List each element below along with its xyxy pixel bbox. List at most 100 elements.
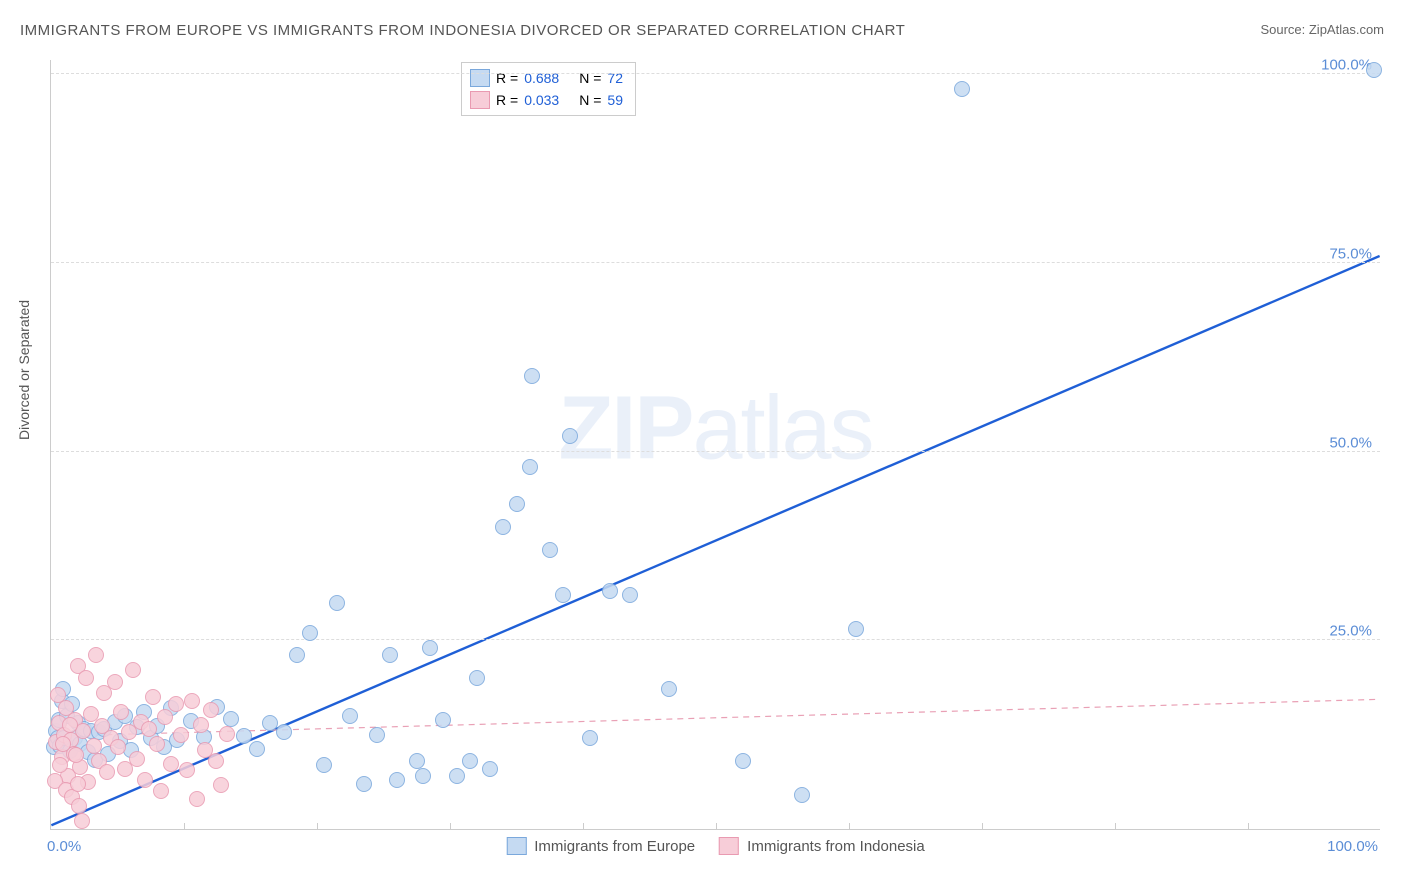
data-point (125, 662, 141, 678)
data-point (555, 587, 571, 603)
r-label: R = (496, 67, 518, 89)
x-tick (1248, 823, 1249, 829)
gridline (51, 262, 1380, 263)
data-point (422, 640, 438, 656)
data-point (203, 702, 219, 718)
data-point (622, 587, 638, 603)
data-point (68, 747, 84, 763)
data-point (482, 761, 498, 777)
data-point (99, 764, 115, 780)
data-point (149, 736, 165, 752)
data-point (1366, 62, 1382, 78)
x-tick (317, 823, 318, 829)
data-point (168, 696, 184, 712)
data-point (219, 726, 235, 742)
data-point (193, 717, 209, 733)
legend-item-europe: Immigrants from Europe (506, 837, 695, 855)
data-point (582, 730, 598, 746)
data-point (141, 721, 157, 737)
data-point (50, 687, 66, 703)
data-point (153, 783, 169, 799)
data-point (954, 81, 970, 97)
watermark-atlas: atlas (692, 379, 872, 479)
y-tick-label: 25.0% (1329, 623, 1372, 640)
data-point (110, 739, 126, 755)
legend-row-europe: R = 0.688 N = 72 (470, 67, 623, 89)
swatch-europe-icon (470, 69, 490, 87)
x-tick (184, 823, 185, 829)
data-point (495, 519, 511, 535)
r-value-europe: 0.688 (524, 67, 559, 89)
data-point (74, 813, 90, 829)
data-point (249, 741, 265, 757)
legend-stats: R = 0.688 N = 72 R = 0.033 N = 59 (461, 62, 636, 116)
watermark: ZIPatlas (558, 378, 872, 481)
n-label: N = (579, 67, 601, 89)
data-point (208, 753, 224, 769)
legend-series: Immigrants from Europe Immigrants from I… (506, 837, 924, 855)
chart-title: IMMIGRANTS FROM EUROPE VS IMMIGRANTS FRO… (20, 22, 905, 39)
y-tick-label: 75.0% (1329, 245, 1372, 262)
data-point (369, 727, 385, 743)
data-point (289, 647, 305, 663)
data-point (382, 647, 398, 663)
series-label-indonesia: Immigrants from Indonesia (747, 838, 925, 855)
data-point (449, 768, 465, 784)
data-point (794, 787, 810, 803)
data-point (462, 753, 478, 769)
data-point (52, 757, 68, 773)
plot-area: ZIPatlas R = 0.688 N = 72 R = 0.033 N = … (50, 60, 1380, 830)
data-point (107, 674, 123, 690)
data-point (62, 717, 78, 733)
data-point (302, 625, 318, 641)
legend-item-indonesia: Immigrants from Indonesia (719, 837, 925, 855)
data-point (78, 670, 94, 686)
data-point (509, 496, 525, 512)
source-attribution: Source: ZipAtlas.com (1260, 22, 1384, 37)
swatch-europe-icon (506, 837, 526, 855)
data-point (236, 728, 252, 744)
data-point (329, 595, 345, 611)
data-point (524, 368, 540, 384)
data-point (173, 727, 189, 743)
data-point (356, 776, 372, 792)
data-point (88, 647, 104, 663)
series-label-europe: Immigrants from Europe (534, 838, 695, 855)
data-point (86, 738, 102, 754)
data-point (409, 753, 425, 769)
data-point (71, 798, 87, 814)
swatch-indonesia-icon (719, 837, 739, 855)
data-point (389, 772, 405, 788)
n-value-indonesia: 59 (607, 89, 623, 111)
x-tick (583, 823, 584, 829)
gridline (51, 73, 1380, 74)
data-point (223, 711, 239, 727)
data-point (848, 621, 864, 637)
r-value-indonesia: 0.033 (524, 89, 559, 111)
n-label: N = (579, 89, 601, 111)
data-point (70, 776, 86, 792)
data-point (184, 693, 200, 709)
y-tick-label: 50.0% (1329, 434, 1372, 451)
data-point (602, 583, 618, 599)
data-point (435, 712, 451, 728)
swatch-indonesia-icon (470, 91, 490, 109)
data-point (137, 772, 153, 788)
data-point (415, 768, 431, 784)
gridline (51, 451, 1380, 452)
data-point (316, 757, 332, 773)
data-point (469, 670, 485, 686)
data-point (522, 459, 538, 475)
watermark-zip: ZIP (558, 379, 692, 479)
trend-line (51, 699, 1379, 736)
x-tick (982, 823, 983, 829)
x-tick (450, 823, 451, 829)
data-point (189, 791, 205, 807)
trend-lines (51, 60, 1380, 829)
x-tick-0: 0.0% (47, 838, 81, 855)
data-point (157, 709, 173, 725)
legend-row-indonesia: R = 0.033 N = 59 (470, 89, 623, 111)
y-axis-label: Divorced or Separated (16, 300, 32, 440)
data-point (735, 753, 751, 769)
data-point (113, 704, 129, 720)
